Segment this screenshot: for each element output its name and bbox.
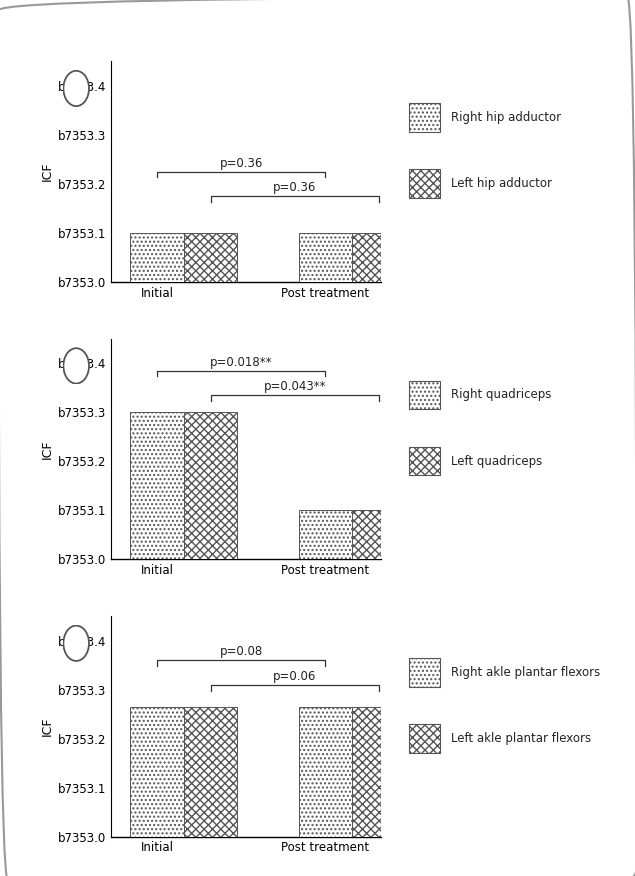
Bar — [409, 380, 440, 409]
Y-axis label: ICF: ICF — [41, 717, 54, 736]
Text: A: A — [71, 81, 81, 95]
Bar — [352, 233, 406, 282]
Bar — [409, 447, 440, 476]
Bar — [130, 707, 184, 837]
Y-axis label: ICF: ICF — [41, 162, 54, 181]
Y-axis label: ICF: ICF — [41, 439, 54, 459]
Text: Right hip adductor: Right hip adductor — [451, 111, 561, 124]
Circle shape — [64, 625, 89, 661]
Text: Right quadriceps: Right quadriceps — [451, 388, 552, 401]
Text: p=0.043**: p=0.043** — [264, 380, 326, 393]
Circle shape — [64, 71, 89, 106]
Text: p=0.36: p=0.36 — [273, 181, 317, 194]
Bar — [298, 510, 352, 559]
Text: Left quadriceps: Left quadriceps — [451, 455, 542, 468]
Bar — [409, 658, 440, 687]
Text: Left hip adductor: Left hip adductor — [451, 177, 552, 190]
Circle shape — [64, 349, 89, 384]
Text: p=0.018**: p=0.018** — [210, 356, 272, 369]
Text: B: B — [71, 359, 81, 373]
Bar — [352, 707, 406, 837]
Text: p=0.06: p=0.06 — [273, 670, 317, 682]
Text: p=0.36: p=0.36 — [220, 157, 263, 170]
Bar — [130, 233, 184, 282]
Bar — [184, 413, 237, 559]
Bar — [298, 707, 352, 837]
Bar — [184, 707, 237, 837]
Bar — [409, 169, 440, 198]
Bar — [298, 233, 352, 282]
Bar — [352, 510, 406, 559]
Text: p=0.08: p=0.08 — [220, 646, 263, 658]
Bar — [409, 103, 440, 132]
Text: Right akle plantar flexors: Right akle plantar flexors — [451, 666, 601, 679]
Text: Left akle plantar flexors: Left akle plantar flexors — [451, 732, 591, 745]
Bar — [409, 724, 440, 752]
Bar — [184, 233, 237, 282]
Bar — [130, 413, 184, 559]
Text: C: C — [71, 636, 81, 650]
